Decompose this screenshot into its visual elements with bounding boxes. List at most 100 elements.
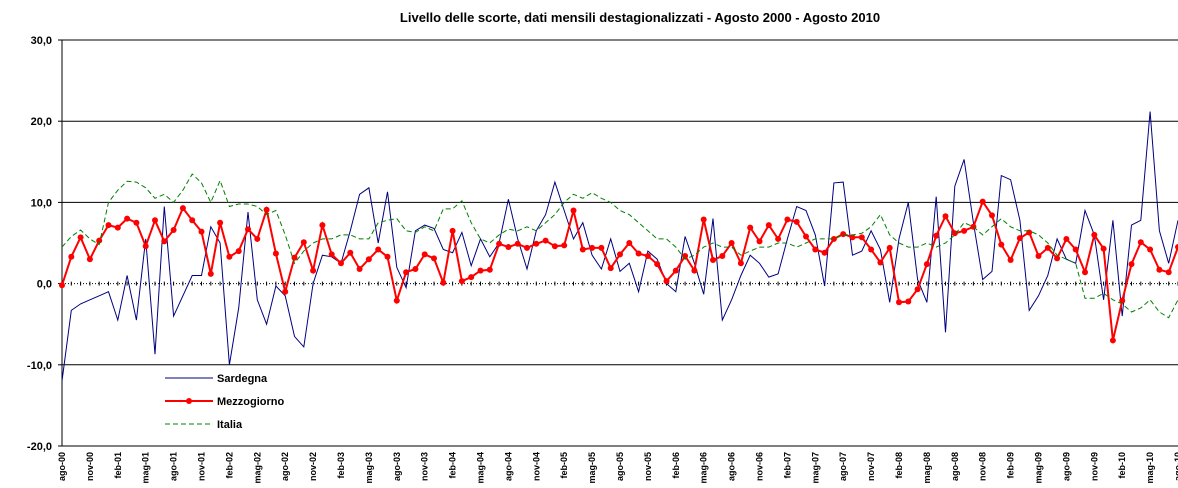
x-tick-label: nov-09 (1089, 452, 1099, 481)
series-line (61, 111, 1178, 382)
x-tick-label: feb-03 (336, 452, 346, 479)
marker (347, 249, 354, 256)
legend-bg (161, 369, 311, 387)
x-tick-label: ago-02 (280, 452, 290, 481)
marker (830, 235, 837, 242)
x-tick-label: nov-08 (978, 452, 988, 481)
x-tick-label: nov-05 (643, 452, 653, 481)
x-tick-label: ago-10 (1173, 452, 1178, 481)
marker (124, 215, 131, 222)
marker (617, 251, 623, 258)
marker (217, 219, 224, 226)
marker (421, 251, 428, 258)
marker (272, 250, 279, 257)
legend-marker (186, 398, 192, 404)
marker (524, 244, 530, 251)
marker (282, 288, 289, 295)
marker (59, 282, 65, 289)
marker (933, 232, 940, 239)
marker (821, 249, 828, 256)
marker (1119, 297, 1126, 304)
x-tick-label: mag-03 (364, 452, 374, 484)
x-tick-label: nov-00 (85, 452, 95, 481)
marker (710, 257, 716, 264)
x-tick-label: nov-02 (308, 452, 318, 481)
x-tick-label: mag-02 (252, 452, 262, 484)
marker (1035, 252, 1042, 259)
marker (1137, 239, 1144, 246)
marker (784, 216, 791, 223)
marker (793, 218, 800, 225)
marker (570, 207, 577, 214)
marker (1100, 245, 1107, 252)
marker (607, 265, 614, 272)
marker (505, 244, 512, 251)
x-tick-label: ago-08 (950, 452, 960, 481)
y-tick-label: -10,0 (27, 360, 52, 372)
marker (1128, 261, 1135, 268)
legend-label: Italia (217, 419, 243, 431)
marker (189, 217, 196, 224)
marker (756, 238, 763, 245)
marker (1091, 231, 1098, 238)
marker (663, 278, 670, 285)
marker (719, 252, 726, 259)
marker (998, 241, 1005, 248)
x-tick-label: nov-04 (531, 452, 541, 481)
marker (1016, 235, 1023, 242)
marker (207, 270, 214, 277)
x-tick-label: ago-01 (169, 452, 179, 481)
marker (700, 216, 707, 223)
marker (1072, 246, 1079, 253)
marker (300, 239, 307, 246)
marker (551, 243, 558, 250)
marker (1054, 255, 1061, 262)
marker (291, 254, 298, 261)
x-tick-label: nov-03 (420, 452, 430, 481)
marker (691, 267, 698, 274)
marker (775, 235, 782, 242)
marker (672, 267, 679, 274)
marker (1044, 244, 1051, 251)
marker (979, 198, 986, 205)
marker (152, 217, 158, 224)
marker (198, 228, 205, 235)
marker (542, 237, 549, 244)
x-tick-label: mag-06 (699, 452, 709, 484)
x-tick-label: feb-05 (559, 452, 569, 479)
y-tick-label: 30,0 (31, 35, 52, 47)
marker (644, 252, 651, 259)
marker (561, 242, 568, 249)
marker (840, 231, 847, 238)
marker (886, 244, 893, 251)
marker (133, 219, 140, 226)
marker (449, 227, 456, 234)
marker (263, 206, 270, 213)
marker (989, 212, 995, 219)
marker (458, 278, 465, 285)
marker (737, 260, 744, 267)
marker (1175, 244, 1178, 251)
marker (105, 222, 112, 229)
x-tick-label: feb-01 (113, 452, 123, 479)
marker (589, 244, 596, 251)
marker (179, 205, 186, 212)
x-tick-label: ago-00 (57, 452, 67, 481)
marker (375, 246, 382, 253)
marker (942, 213, 949, 220)
marker (384, 253, 391, 260)
y-tick-label: 0,0 (37, 279, 52, 291)
x-tick-label: ago-05 (615, 452, 625, 481)
x-tick-label: ago-03 (392, 452, 402, 481)
marker (1156, 266, 1163, 273)
marker (635, 250, 642, 257)
y-tick-label: -20,0 (27, 441, 52, 453)
marker (1147, 246, 1154, 253)
x-tick-label: feb-06 (671, 452, 681, 479)
x-tick-label: feb-04 (448, 452, 458, 479)
marker (765, 222, 772, 229)
x-tick-label: feb-07 (782, 452, 792, 479)
marker (403, 269, 410, 276)
marker (923, 261, 930, 268)
